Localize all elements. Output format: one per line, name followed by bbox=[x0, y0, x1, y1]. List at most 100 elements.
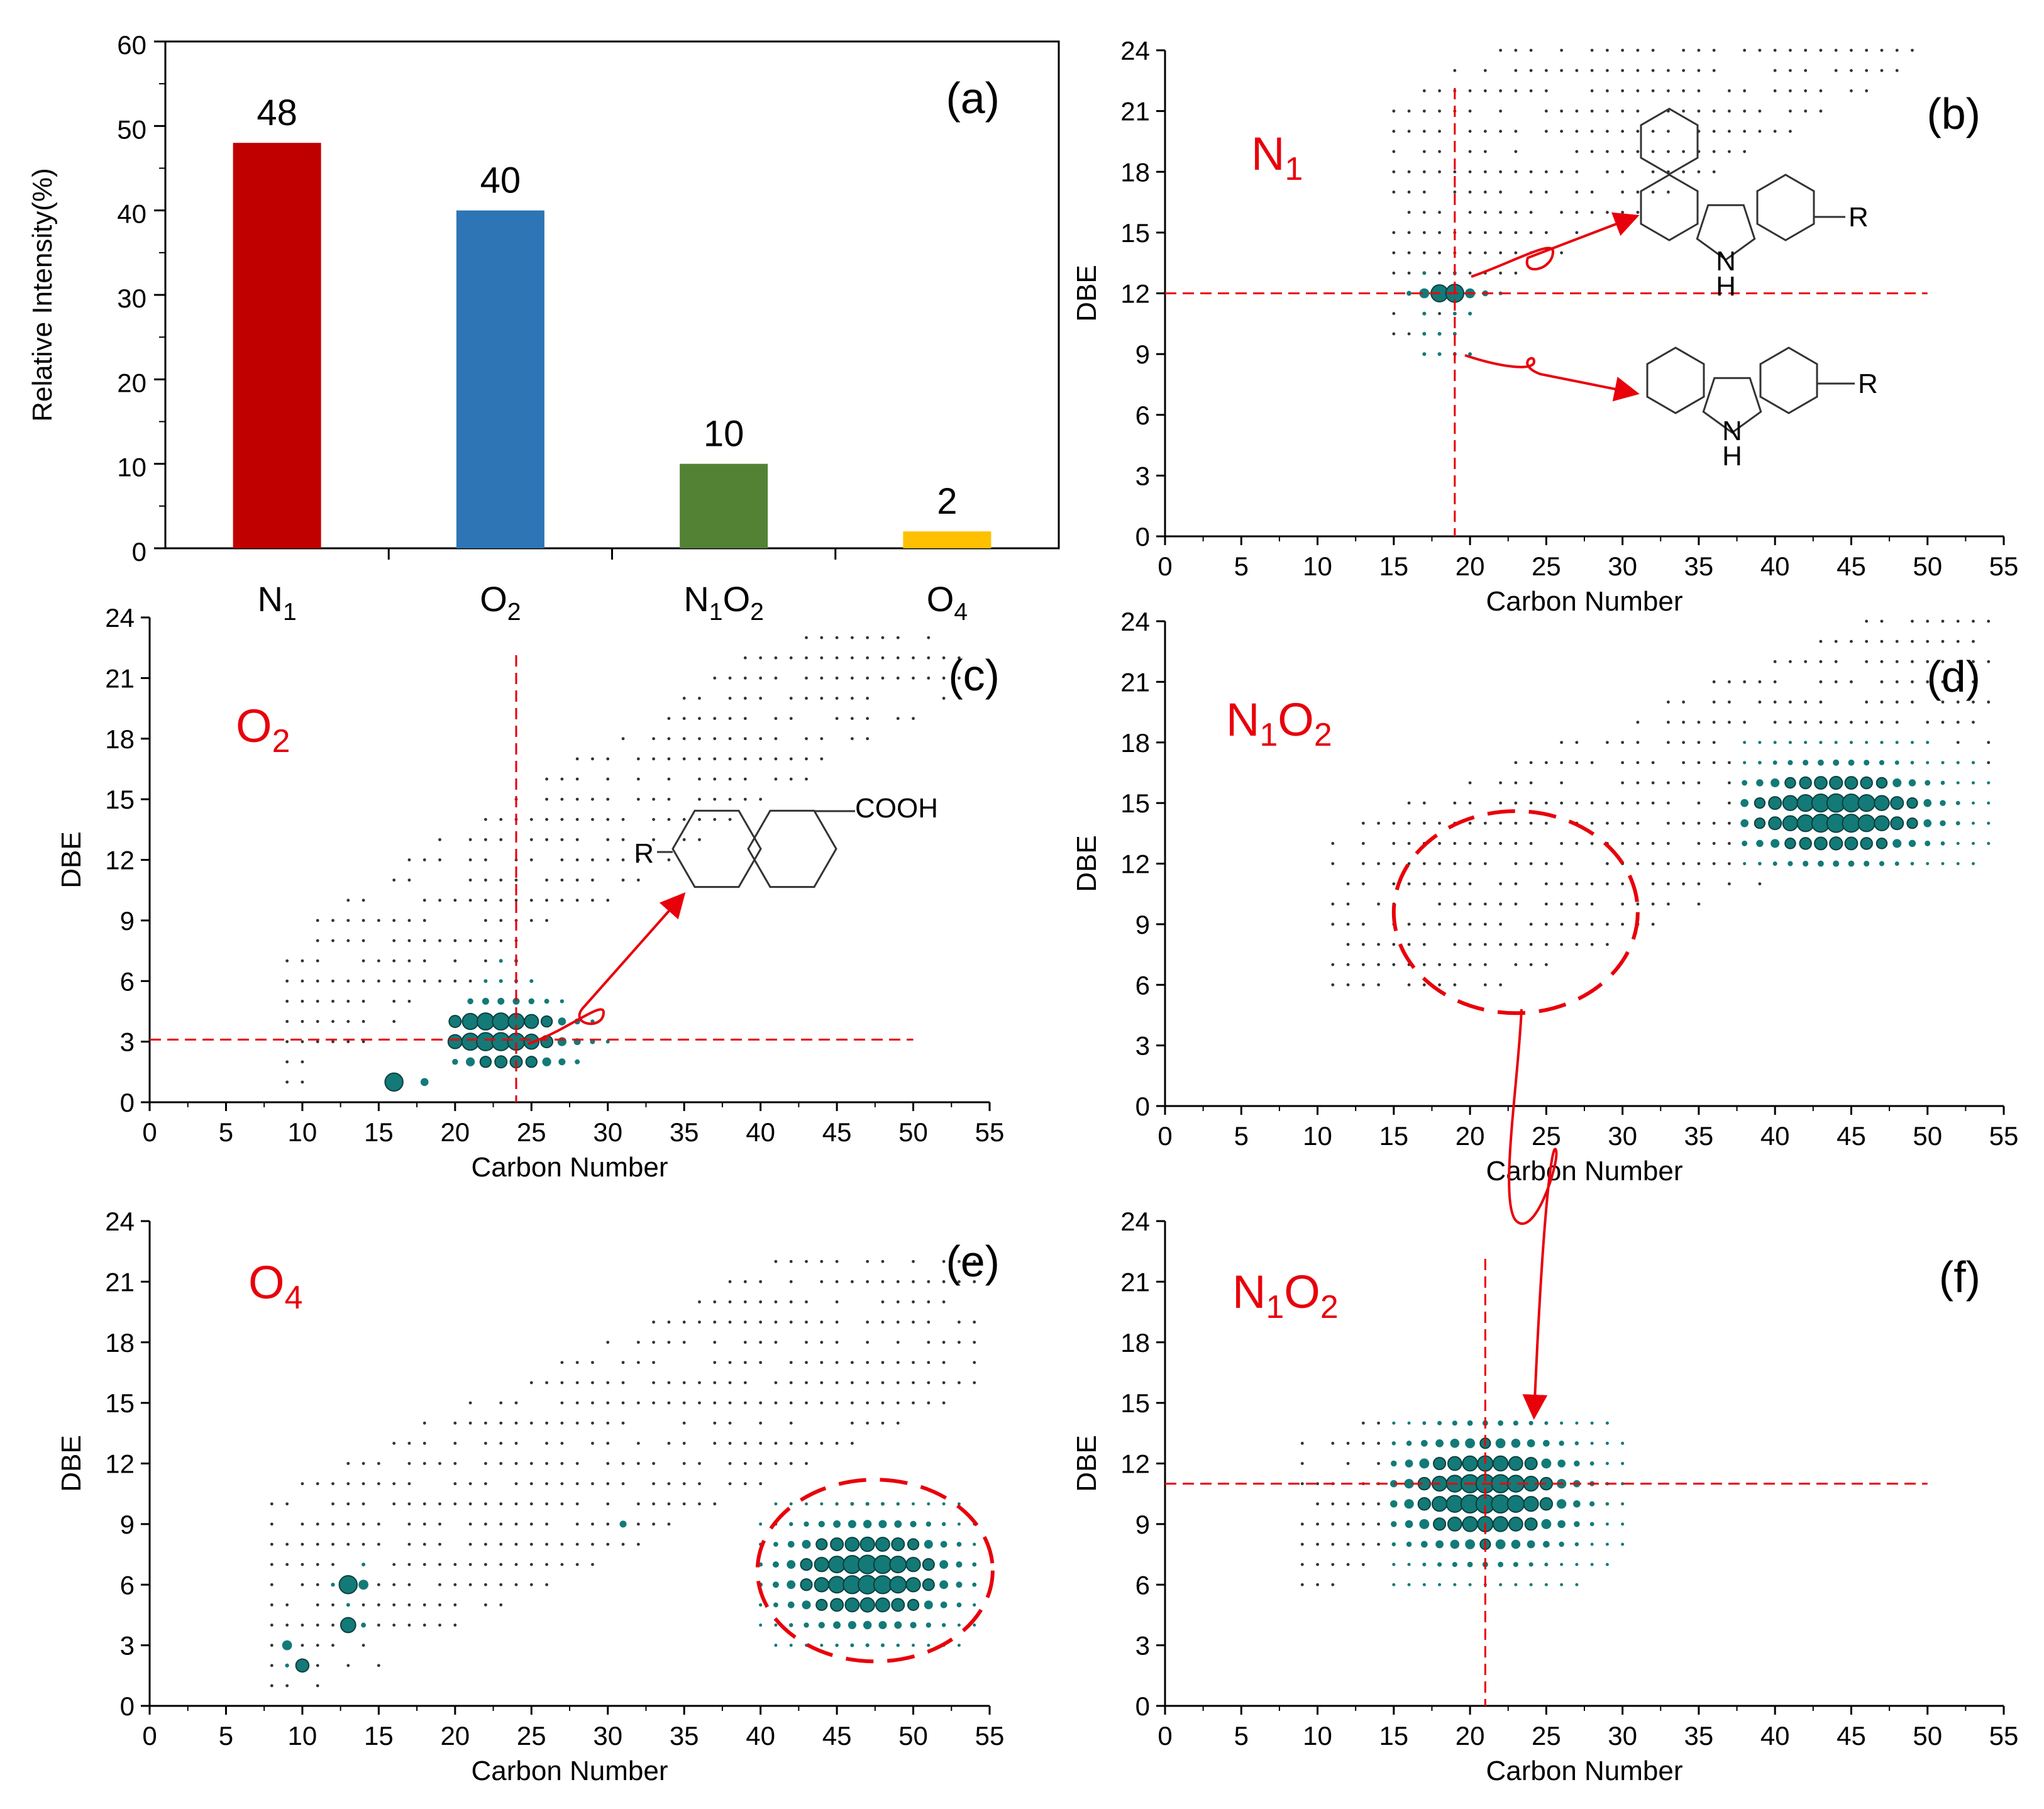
point-small bbox=[1346, 1462, 1350, 1465]
point-bubble bbox=[1391, 1441, 1396, 1446]
point-small bbox=[743, 797, 747, 801]
point-small bbox=[774, 1441, 778, 1445]
point-small bbox=[1392, 332, 1396, 336]
point-bubble bbox=[1417, 1497, 1432, 1511]
point-small bbox=[1316, 1583, 1319, 1586]
point-small bbox=[1651, 922, 1655, 926]
point-bubble bbox=[1742, 840, 1748, 846]
point-small bbox=[1804, 109, 1808, 113]
point-bubble bbox=[1955, 821, 1960, 826]
point-small bbox=[1377, 963, 1380, 966]
point-small bbox=[1682, 48, 1686, 52]
point-small bbox=[1483, 922, 1487, 926]
x-tick-label: 35 bbox=[1684, 551, 1714, 581]
point-small bbox=[1331, 1441, 1335, 1445]
point-bubble bbox=[1940, 800, 1946, 806]
point-bubble bbox=[1941, 761, 1945, 765]
point-small bbox=[1682, 741, 1686, 744]
point-small bbox=[682, 717, 686, 721]
point-bubble bbox=[800, 1558, 813, 1571]
point-small bbox=[1468, 130, 1472, 133]
point-small bbox=[1728, 680, 1731, 683]
point-small bbox=[1453, 963, 1457, 966]
point-small bbox=[743, 1462, 747, 1465]
minor-data-points bbox=[285, 636, 961, 1084]
point-small bbox=[1331, 1583, 1335, 1586]
point-bubble bbox=[912, 1502, 915, 1506]
point-small bbox=[438, 1542, 441, 1546]
x-tick-label: 15 bbox=[364, 1117, 394, 1147]
arrow-to-acid bbox=[528, 892, 686, 1045]
bar-data-label: 48 bbox=[257, 92, 297, 133]
point-small bbox=[545, 1381, 548, 1385]
point-small bbox=[1926, 721, 1930, 724]
point-small bbox=[1956, 741, 1960, 744]
point-small bbox=[392, 1020, 396, 1023]
point-small bbox=[1712, 680, 1716, 683]
point-bubble bbox=[1804, 741, 1808, 744]
point-small bbox=[805, 737, 808, 741]
point-small bbox=[1621, 89, 1625, 92]
point-small bbox=[453, 939, 457, 943]
point-bubble bbox=[1923, 819, 1932, 827]
point-small bbox=[453, 1441, 457, 1445]
point-small bbox=[973, 1361, 976, 1364]
bar-data-label: 40 bbox=[480, 160, 521, 201]
y-tick-label: 0 bbox=[120, 1691, 135, 1721]
point-bubble bbox=[1514, 1583, 1518, 1586]
point-small bbox=[1453, 902, 1457, 906]
point-small bbox=[575, 1522, 579, 1526]
point-small bbox=[270, 1502, 273, 1506]
point-bubble bbox=[1499, 1583, 1503, 1586]
point-small bbox=[575, 777, 579, 781]
point-small bbox=[1468, 821, 1472, 825]
point-small bbox=[1407, 801, 1411, 805]
point-small bbox=[1712, 821, 1716, 825]
point-bubble bbox=[1894, 760, 1899, 765]
point-small bbox=[728, 757, 732, 761]
point-small bbox=[560, 1441, 564, 1445]
point-small bbox=[835, 1320, 839, 1324]
point-small bbox=[942, 676, 946, 680]
point-small bbox=[973, 1259, 976, 1263]
point-small bbox=[1651, 801, 1655, 805]
x-axis-title: Carbon Number bbox=[1486, 1156, 1682, 1187]
point-bubble bbox=[1956, 862, 1960, 865]
point-small bbox=[728, 1482, 732, 1486]
point-small bbox=[1361, 821, 1365, 825]
point-small bbox=[1575, 150, 1579, 153]
point-small bbox=[682, 697, 686, 700]
formula-subscript: 4 bbox=[954, 599, 968, 626]
point-small bbox=[728, 737, 732, 741]
point-small bbox=[805, 656, 808, 660]
point-small bbox=[1422, 963, 1426, 966]
y-axis-title: DBE bbox=[1071, 1435, 1102, 1491]
point-bubble bbox=[804, 1521, 809, 1527]
point-small bbox=[1590, 211, 1594, 214]
point-small bbox=[636, 777, 640, 781]
point-small bbox=[958, 1259, 961, 1263]
point-small bbox=[316, 1040, 319, 1044]
point-small bbox=[331, 1020, 334, 1023]
point-small bbox=[423, 1502, 426, 1506]
point-bubble bbox=[773, 1542, 778, 1547]
point-small bbox=[270, 1542, 273, 1546]
point-small bbox=[1407, 821, 1411, 825]
point-small bbox=[743, 1280, 747, 1283]
point-small bbox=[1422, 170, 1426, 174]
point-small bbox=[1895, 639, 1899, 643]
point-bubble bbox=[1605, 1542, 1609, 1546]
point-small bbox=[820, 1280, 824, 1283]
point-bubble bbox=[1407, 1421, 1411, 1425]
point-small bbox=[346, 999, 350, 1003]
point-small bbox=[1667, 130, 1670, 133]
point-small bbox=[331, 1040, 334, 1044]
panel-label: (d) bbox=[1926, 652, 1980, 701]
point-small bbox=[316, 919, 319, 922]
point-bubble bbox=[848, 1520, 856, 1529]
point-small bbox=[1575, 231, 1579, 235]
point-small bbox=[560, 1381, 564, 1385]
point-bubble bbox=[1422, 331, 1427, 336]
point-small bbox=[1697, 170, 1701, 174]
point-small bbox=[316, 1583, 319, 1586]
